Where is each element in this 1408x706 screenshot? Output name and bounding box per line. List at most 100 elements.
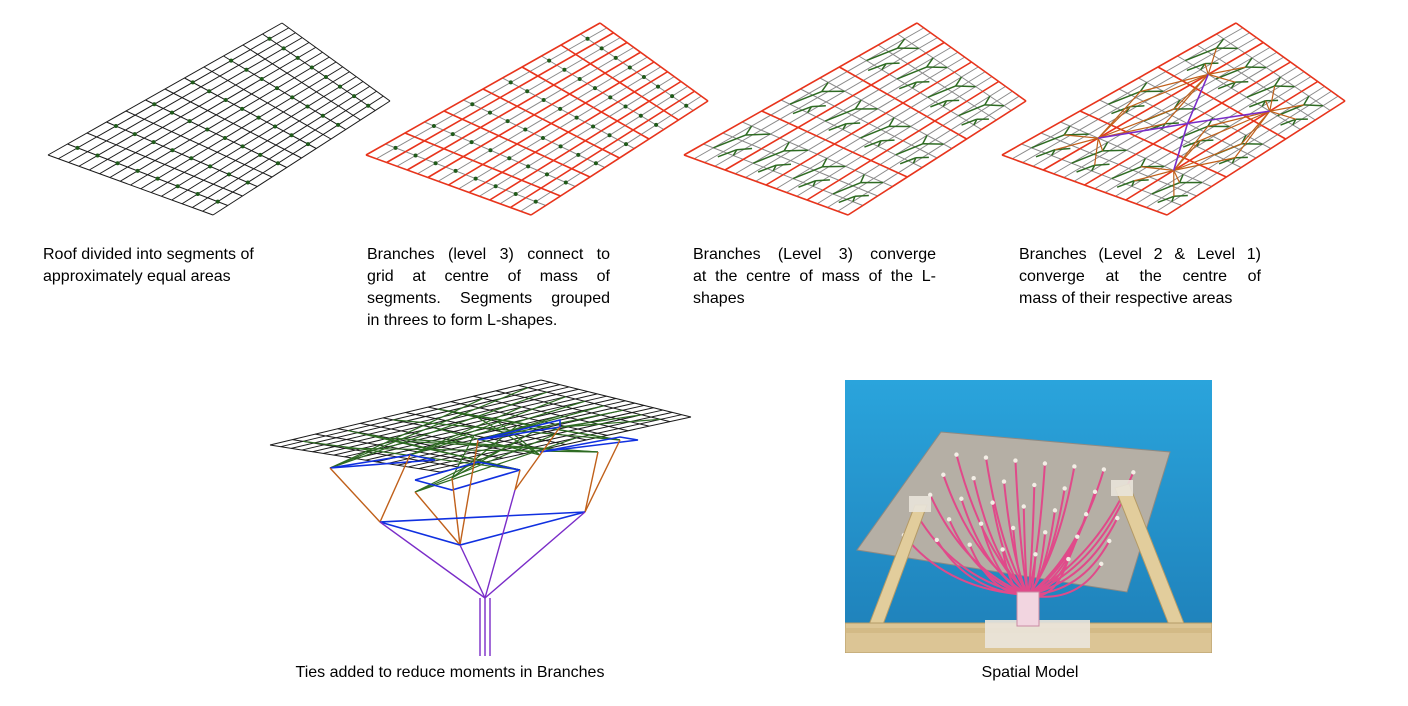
pin-head bbox=[1043, 530, 1048, 535]
centre-of-mass-dot bbox=[656, 84, 661, 89]
centre-of-mass-dot bbox=[215, 199, 220, 204]
spatial-model-illustration bbox=[845, 380, 1212, 653]
segment-border bbox=[1001, 22, 1237, 156]
branch-line bbox=[896, 66, 927, 80]
branch-line bbox=[1217, 81, 1236, 90]
branch-line bbox=[896, 38, 906, 49]
grid-line bbox=[125, 110, 273, 178]
branch-line bbox=[789, 90, 823, 105]
level2-branch bbox=[1207, 47, 1218, 75]
branch-line bbox=[888, 117, 895, 127]
branch-line bbox=[824, 108, 856, 122]
centre-of-mass-dot bbox=[170, 148, 175, 153]
level2-branch bbox=[1208, 73, 1236, 83]
centre-of-mass-dot bbox=[258, 152, 263, 157]
level2-branch bbox=[1173, 157, 1235, 171]
branch-line bbox=[1157, 195, 1175, 204]
pin-head bbox=[954, 452, 959, 457]
centre-of-mass-dot bbox=[273, 124, 278, 129]
level1-branch bbox=[1187, 110, 1270, 125]
pin-head bbox=[1000, 547, 1005, 552]
branch-line bbox=[559, 414, 642, 428]
centre-of-mass-dot bbox=[547, 58, 552, 63]
branch-line bbox=[1244, 57, 1253, 68]
branch-line bbox=[832, 181, 861, 195]
centre-of-mass-dot bbox=[207, 89, 212, 94]
grid-line bbox=[360, 422, 524, 455]
roof-grid-level3-connections bbox=[365, 22, 709, 216]
centre-of-mass-dot bbox=[487, 110, 492, 115]
centre-of-mass-dot bbox=[541, 98, 546, 103]
grid-line bbox=[262, 33, 376, 111]
caption-line: mass of their respective areas bbox=[1019, 290, 1233, 307]
level2-branch bbox=[1173, 143, 1242, 171]
level1-branch bbox=[459, 544, 486, 599]
pin-head bbox=[1115, 515, 1120, 521]
centre-of-mass-dot bbox=[558, 106, 563, 111]
caption-branches-level2-level1: Branches (Level 2 & Level 1) converge at… bbox=[1019, 244, 1261, 310]
level2-branch bbox=[1269, 110, 1297, 120]
branch-line bbox=[821, 157, 828, 168]
level2-branch bbox=[451, 477, 461, 546]
level1-branch bbox=[1186, 74, 1209, 124]
caption-line: converge at the centre of bbox=[1019, 268, 1261, 285]
branch-line bbox=[792, 166, 823, 180]
caption-line: segments. Segments grouped bbox=[367, 290, 610, 307]
caption-spatial-model: Spatial Model bbox=[981, 664, 1079, 681]
branch-line bbox=[752, 150, 785, 164]
branch-line bbox=[329, 391, 548, 469]
level1-branch bbox=[1098, 122, 1188, 139]
pink-strand bbox=[991, 502, 1029, 596]
branch-line bbox=[860, 125, 890, 139]
branch-line bbox=[477, 409, 623, 441]
level2-branch bbox=[514, 469, 521, 491]
centre-of-mass-dot bbox=[607, 133, 612, 138]
centre-of-mass-dot bbox=[245, 180, 250, 185]
level2-branch bbox=[584, 439, 621, 513]
caption-line: at the centre of mass of the L- bbox=[693, 268, 936, 285]
branch-line bbox=[1277, 104, 1305, 117]
branch-line bbox=[736, 147, 753, 151]
branch-line bbox=[886, 62, 900, 65]
centre-of-mass-dot bbox=[240, 144, 245, 149]
caption-line: Roof divided into segments of bbox=[43, 246, 254, 263]
grid-line bbox=[242, 44, 361, 121]
branch-line bbox=[745, 133, 771, 136]
branch-line bbox=[1076, 164, 1095, 173]
branch-line bbox=[1215, 38, 1225, 49]
centre-of-mass-dot bbox=[469, 140, 474, 145]
centre-of-mass-dot bbox=[525, 89, 530, 94]
centre-of-mass-dot bbox=[540, 135, 545, 140]
centre-of-mass-dot bbox=[574, 115, 579, 120]
centre-of-mass-dot bbox=[366, 103, 371, 108]
centre-of-mass-dot bbox=[562, 67, 567, 72]
pin-head bbox=[1033, 552, 1038, 557]
caption-branches-level3-converge: Branches (Level 3) converge at the centr… bbox=[693, 244, 936, 310]
pin-head bbox=[946, 517, 952, 522]
branch-line bbox=[1129, 105, 1145, 108]
roof-grid-segments bbox=[47, 22, 391, 216]
pin-head bbox=[934, 537, 939, 543]
centre-of-mass-dot bbox=[450, 132, 455, 137]
branch-line bbox=[854, 194, 869, 198]
level1-branch bbox=[379, 521, 486, 599]
branch-line bbox=[776, 163, 792, 166]
centre-of-mass-dot bbox=[613, 55, 618, 60]
centre-of-mass-dot bbox=[275, 161, 280, 166]
grid-line bbox=[184, 77, 317, 149]
centre-of-mass-dot bbox=[684, 103, 689, 108]
caption-branches-level3-connect: Branches (level 3) connect to grid at ce… bbox=[367, 244, 610, 332]
pink-strand bbox=[1027, 517, 1119, 596]
pink-strand bbox=[916, 514, 1029, 596]
pin-head bbox=[1099, 561, 1104, 567]
branch-line bbox=[409, 406, 522, 456]
centre-of-mass-dot bbox=[599, 46, 604, 51]
branch-line bbox=[927, 85, 957, 99]
centre-of-mass-dot bbox=[352, 94, 357, 99]
level2-branch bbox=[1199, 110, 1270, 142]
pin-head bbox=[1010, 525, 1016, 531]
branch-line bbox=[1102, 149, 1127, 152]
segment-border bbox=[404, 132, 561, 197]
branch-line bbox=[409, 400, 585, 456]
